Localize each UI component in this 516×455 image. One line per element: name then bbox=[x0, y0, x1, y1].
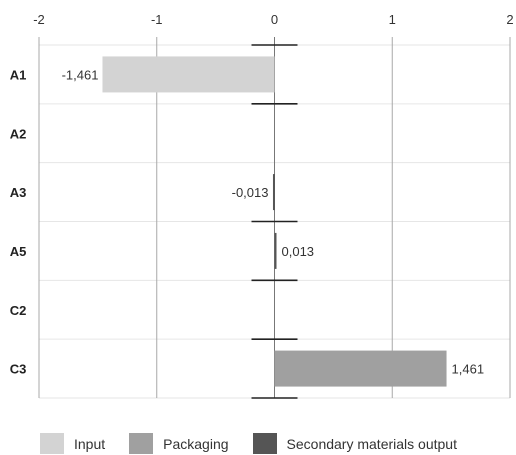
category-label-a5: A5 bbox=[10, 244, 27, 259]
legend-item-packaging: Packaging bbox=[129, 433, 229, 454]
bar-secondary-materials-output-a3 bbox=[272, 174, 275, 211]
bar-secondary-materials-output-a5 bbox=[274, 232, 277, 269]
category-label-a1: A1 bbox=[10, 67, 27, 82]
x-tick-label: -1 bbox=[151, 12, 163, 27]
legend: Input Packaging Secondary materials outp… bbox=[40, 433, 457, 454]
data-label-c3: 1,461 bbox=[452, 362, 485, 377]
legend-swatch-packaging bbox=[129, 433, 154, 454]
legend-label-input: Input bbox=[74, 435, 106, 452]
x-tick-label: -2 bbox=[33, 12, 45, 27]
legend-swatch-input bbox=[40, 433, 64, 454]
category-label-a3: A3 bbox=[10, 185, 27, 200]
legend-item-secondary-materials-output: Secondary materials output bbox=[252, 433, 457, 454]
legend-swatch-secondary-materials-output bbox=[252, 433, 277, 454]
data-label-a3: -0,013 bbox=[232, 185, 269, 200]
x-tick-label: 1 bbox=[389, 12, 396, 27]
category-label-a2: A2 bbox=[10, 126, 27, 141]
category-label-c2: C2 bbox=[10, 303, 27, 318]
legend-item-input: Input bbox=[40, 433, 105, 454]
x-tick-label: 0 bbox=[271, 12, 278, 27]
x-tick-label: 2 bbox=[506, 12, 513, 27]
data-label-a1: -1,461 bbox=[62, 67, 99, 82]
legend-label-secondary-materials-output: Secondary materials output bbox=[286, 435, 457, 452]
data-label-a5: 0,013 bbox=[282, 244, 315, 259]
category-label-c3: C3 bbox=[10, 362, 27, 377]
bar-input-a1 bbox=[102, 56, 275, 93]
bar-packaging-c3 bbox=[274, 350, 447, 387]
legend-label-packaging: Packaging bbox=[163, 435, 229, 452]
